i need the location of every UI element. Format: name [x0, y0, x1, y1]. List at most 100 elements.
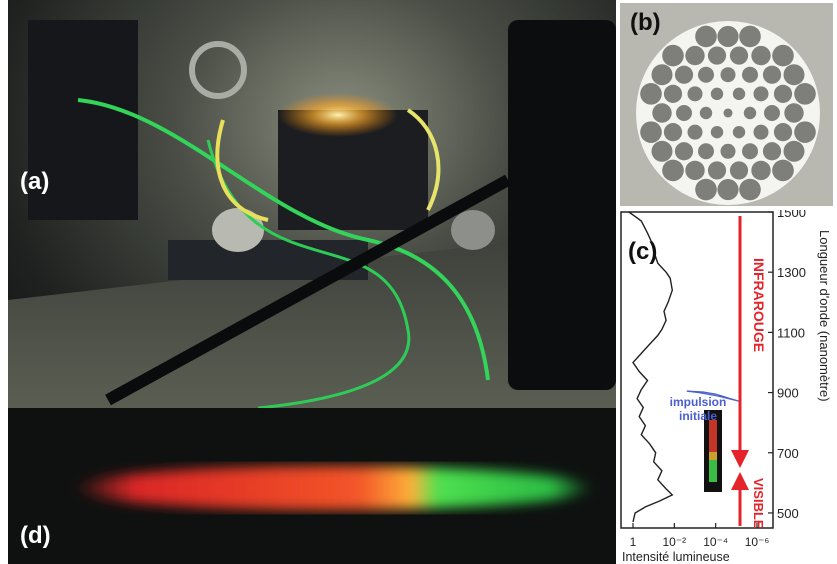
air-hole [685, 45, 705, 66]
fiber-cross-section [636, 21, 820, 205]
optical-bench-illustration [8, 20, 616, 408]
plot-frame [620, 211, 774, 529]
x-axis-label: Intensité lumineuse [622, 550, 730, 564]
arrow-head-up [731, 472, 749, 490]
arrows [731, 216, 749, 526]
panel-b-fiber-cross-section: (b) [620, 3, 833, 206]
spectrum-chart: 1500 1300 1100 900 700 500 1 10⁻² 10⁻⁴ 10⁻⁶ INFR… [620, 210, 832, 564]
air-hole [698, 66, 714, 83]
x-tick-label: 1 [630, 535, 637, 549]
air-hole [698, 143, 714, 160]
yellow-fiber-2 [406, 108, 441, 211]
y-tick-label: 1500 [777, 210, 806, 220]
air-holes [640, 25, 816, 201]
air-hole [687, 124, 703, 140]
panel-label-d: (d) [20, 522, 51, 549]
air-hole [717, 25, 739, 48]
table-surface [8, 230, 616, 408]
air-hole [739, 178, 761, 201]
air-hole [685, 160, 705, 181]
y-axis-label: Longueur d'onde (nanomètre) [817, 230, 832, 402]
air-hole [742, 66, 758, 83]
air-hole [717, 178, 739, 201]
air-hole [651, 140, 673, 162]
air-hole [663, 123, 683, 142]
infrarouge-label: INFRAROUGE [751, 258, 767, 352]
air-hole [674, 142, 694, 161]
air-hole [739, 25, 761, 48]
green-fiber [77, 98, 490, 381]
air-hole [729, 46, 749, 65]
y-tick-label: 700 [777, 446, 799, 461]
green-fiber-2 [206, 139, 411, 408]
pulse-label-line2: initiale [679, 409, 717, 423]
spectrum-line [628, 211, 674, 523]
air-hole [723, 108, 733, 118]
air-hole [732, 87, 746, 101]
air-hole [687, 86, 703, 102]
y-tick-label: 500 [777, 506, 799, 521]
air-hole [753, 86, 769, 102]
air-hole [663, 84, 683, 103]
air-hole [764, 105, 780, 121]
air-hole [753, 124, 769, 140]
air-hole [699, 106, 713, 120]
air-hole [773, 84, 793, 103]
air-hole [742, 143, 758, 160]
x-axis: 1 10⁻² 10⁻⁴ 10⁻⁶ [630, 523, 770, 549]
air-hole [762, 142, 782, 161]
panel-c-spectrum-chart: 1500 1300 1100 900 700 500 1 10⁻² 10⁻⁴ 10⁻⁶ INFR… [620, 210, 837, 564]
mount-left [28, 20, 138, 220]
air-hole [751, 45, 771, 66]
micrometer-knob-right [451, 210, 495, 250]
air-hole [674, 65, 694, 84]
air-hole [794, 121, 816, 143]
x-tick-label: 10⁻⁴ [703, 535, 728, 549]
air-hole [676, 105, 692, 121]
air-hole [695, 178, 717, 201]
panel-a-photo: (a) [8, 0, 616, 408]
inset-spectrum-photo [704, 410, 722, 492]
visible-label: VISIBLE [751, 478, 766, 529]
air-hole [751, 160, 771, 181]
air-hole [662, 159, 684, 182]
x-tick-label: 10⁻² [662, 535, 686, 549]
air-hole [772, 44, 794, 67]
air-hole [772, 159, 794, 182]
y-tick-label: 1300 [777, 265, 806, 280]
arrow-head-down [731, 450, 749, 468]
air-hole [720, 67, 736, 83]
laser-glow [278, 93, 398, 137]
x-tick-label: 10⁻⁶ [745, 535, 770, 549]
spectrum-band [73, 466, 593, 510]
air-hole [732, 125, 746, 139]
air-hole [773, 123, 793, 142]
spectrum-streak [73, 466, 593, 510]
y-tick-label: 900 [777, 386, 799, 401]
air-hole [707, 161, 727, 180]
air-hole [783, 64, 805, 86]
panel-label-c: (c) [628, 238, 658, 265]
air-hole [651, 64, 673, 86]
y-axis: 1500 1300 1100 900 700 500 [768, 210, 806, 521]
pulse-label-line1: impulsion [670, 395, 727, 409]
air-hole [762, 65, 782, 84]
panel-label-b: (b) [630, 9, 661, 36]
air-hole [743, 106, 757, 120]
housing-right [508, 20, 616, 390]
air-hole [707, 46, 727, 65]
panel-d-spectrum-photo: (d) [8, 408, 616, 564]
air-hole [652, 103, 672, 123]
air-hole [729, 161, 749, 180]
panel-label-a: (a) [20, 168, 50, 195]
air-hole [695, 25, 717, 48]
air-hole [710, 125, 724, 139]
air-hole [784, 103, 804, 123]
air-hole [640, 83, 662, 105]
air-hole [640, 121, 662, 143]
air-hole [783, 140, 805, 162]
air-hole [794, 83, 816, 105]
yellow-fiber [215, 119, 269, 222]
lens-mount [189, 41, 247, 99]
